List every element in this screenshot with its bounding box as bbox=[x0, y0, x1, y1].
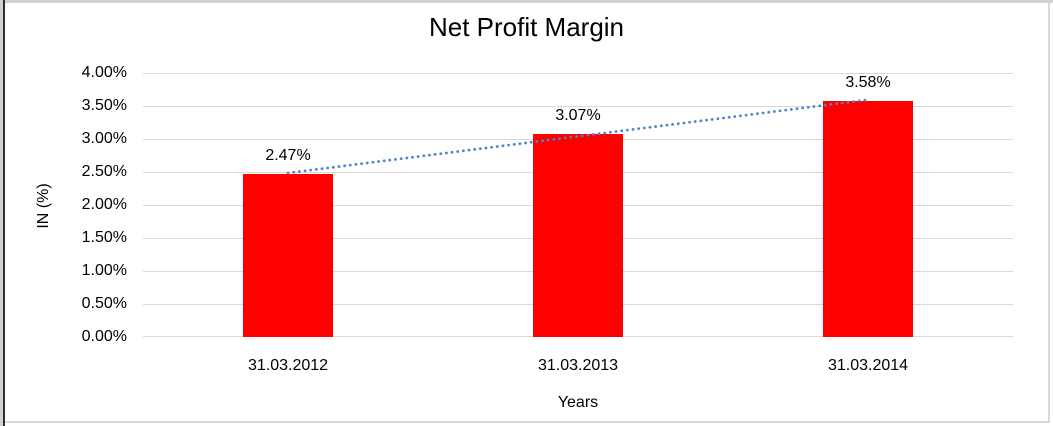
x-tick-label: 31.03.2013 bbox=[537, 357, 619, 374]
y-tick-label: 1.50% bbox=[81, 229, 127, 246]
bar bbox=[533, 134, 623, 337]
frame-border-left-inner bbox=[3, 0, 5, 426]
plot-area: 2.47% 3.07% 3.58% bbox=[143, 73, 1013, 337]
y-tick-label: 3.00% bbox=[81, 130, 127, 147]
frame-border-right bbox=[1048, 3, 1050, 422]
x-tick-label: 31.03.2012 bbox=[247, 357, 329, 374]
bar bbox=[823, 100, 913, 337]
bar-value-label: 3.58% bbox=[845, 73, 891, 91]
y-axis-tick-labels: 0.00% 0.50% 1.00% 1.50% 2.00% 2.50% 3.00% 3.50%… bbox=[0, 64, 127, 345]
frame-border-top bbox=[0, 0, 1053, 3]
bar-value-label: 2.47% bbox=[265, 146, 311, 164]
x-tick-label: 31.03.2014 bbox=[827, 357, 909, 374]
y-tick-label: 1.00% bbox=[81, 262, 127, 279]
y-tick-label: 3.50% bbox=[81, 97, 127, 114]
y-tick-label: 2.50% bbox=[81, 163, 127, 180]
frame-border-bottom bbox=[5, 421, 1050, 423]
y-tick-label: 2.00% bbox=[81, 196, 127, 213]
x-axis-tick-labels: 31.03.2012 31.03.2013 31.03.2014 bbox=[143, 356, 1013, 378]
bar bbox=[243, 173, 333, 337]
x-axis-title: Years bbox=[557, 394, 599, 411]
gridline bbox=[143, 73, 1013, 74]
frame-border-left-outer bbox=[0, 0, 3, 426]
y-tick-label: 0.50% bbox=[81, 295, 127, 312]
y-tick-label: 4.00% bbox=[81, 64, 127, 81]
chart-title: Net Profit Margin bbox=[428, 12, 625, 42]
y-tick-label: 0.00% bbox=[81, 328, 127, 345]
bar-value-label: 3.07% bbox=[555, 107, 601, 125]
